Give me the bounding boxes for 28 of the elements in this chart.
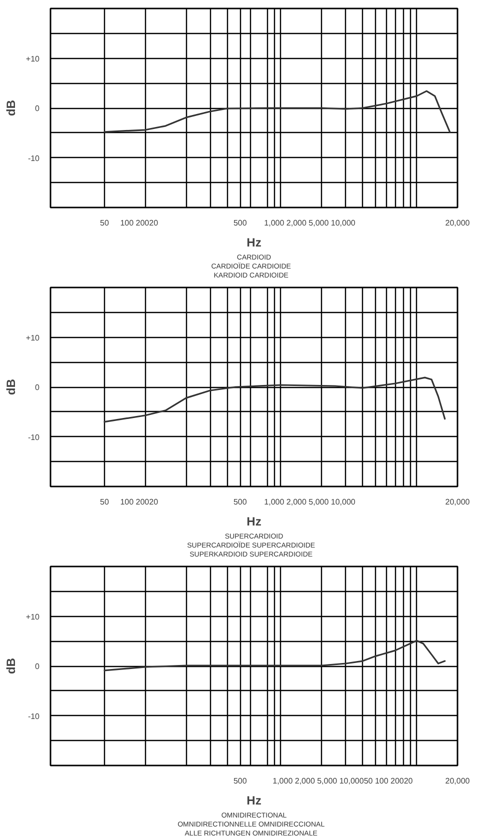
x-tick-label: 20,000 xyxy=(445,498,470,506)
y-axis-title: dB xyxy=(4,658,18,674)
y-tick-label: 0 xyxy=(35,383,40,392)
x-tick-label: 1,000 2,000 5,000 10,000 xyxy=(264,498,356,506)
x-tick-label: 100 20020 xyxy=(120,498,159,506)
x-tick-label: 50 xyxy=(100,218,110,228)
x-tick-label: 100 20020 xyxy=(120,218,159,228)
y-axis-title: dB xyxy=(4,100,18,116)
y-tick-label: +10 xyxy=(26,612,40,622)
y-axis-title: dB xyxy=(4,378,18,395)
x-tick-label: 500 xyxy=(233,498,248,506)
y-tick-label: +10 xyxy=(26,333,40,342)
x-tick-label: 50 xyxy=(100,498,110,506)
x-tick-label: 500 xyxy=(233,218,248,228)
y-tick-label: -10 xyxy=(28,432,40,442)
y-tick-label: 0 xyxy=(35,662,40,671)
y-tick-label: 0 xyxy=(35,104,40,113)
y-tick-label: -10 xyxy=(28,154,40,163)
x-axis-title: Hz xyxy=(246,236,262,250)
y-tick-label: -10 xyxy=(28,712,40,721)
y-tick-label: +10 xyxy=(26,54,40,64)
x-tick-label: 20,000 xyxy=(445,218,470,228)
x-tick-label: 1,000 2,000 5,000 10,00050 100 20020 xyxy=(272,776,414,786)
x-tick-label: 20,000 xyxy=(445,776,470,786)
x-axis-title: Hz xyxy=(246,794,262,808)
x-tick-label: 500 xyxy=(233,776,248,786)
x-tick-label: 1,000 2,000 5,000 10,000 xyxy=(264,218,356,228)
x-axis-title: Hz xyxy=(246,514,262,528)
